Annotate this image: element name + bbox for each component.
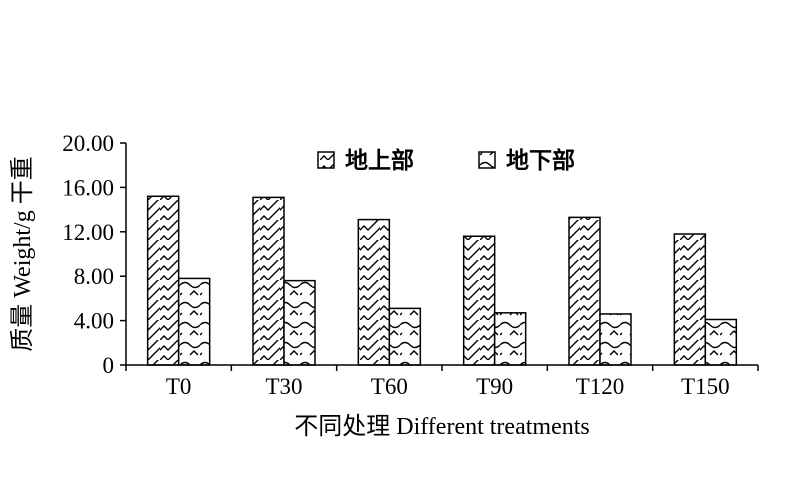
bar-aboveground	[673, 233, 707, 366]
bars-group	[146, 195, 738, 366]
legend-swatch	[317, 151, 335, 169]
x-tick-label: T90	[476, 374, 513, 399]
bar-aboveground	[357, 218, 391, 366]
legend-label: 地下部	[506, 147, 575, 173]
y-tick-label: 0	[103, 353, 115, 378]
x-tick-label: T0	[166, 374, 192, 399]
legend: 地上部 地下部	[317, 147, 575, 173]
y-tick-label: 4.00	[74, 309, 114, 334]
bar-belowground	[388, 307, 422, 366]
x-tick-label: T150	[681, 374, 730, 399]
bar-aboveground	[462, 235, 496, 366]
bar-belowground	[599, 313, 632, 366]
legend-label: 地上部	[345, 147, 414, 173]
bar-aboveground	[252, 196, 285, 366]
bar-belowground	[704, 318, 738, 366]
bar-belowground	[493, 312, 527, 366]
x-tick-label: T30	[265, 374, 302, 399]
y-tick-label: 12.00	[62, 220, 114, 245]
y-tick-label: 16.00	[62, 175, 114, 200]
x-tick-label: T60	[371, 374, 408, 399]
bar-aboveground	[568, 216, 601, 366]
y-tick-label: 20.00	[62, 131, 114, 156]
y-axis-label: 质量 Weight/g 干重	[9, 156, 36, 351]
bar-belowground	[177, 277, 211, 366]
x-ticks-group: T0 T30 T60 T90 T120 T150	[125, 365, 759, 399]
y-ticks-group: 0 4.00 8.00 12.00 16.00 20.00	[62, 131, 126, 378]
bar-belowground	[283, 279, 316, 366]
bar-aboveground	[146, 195, 180, 366]
x-tick-label: T120	[576, 374, 625, 399]
legend-swatch	[478, 151, 496, 169]
x-axis-label: 不同处理 Different treatments	[294, 413, 589, 440]
y-tick-label: 8.00	[74, 264, 114, 289]
